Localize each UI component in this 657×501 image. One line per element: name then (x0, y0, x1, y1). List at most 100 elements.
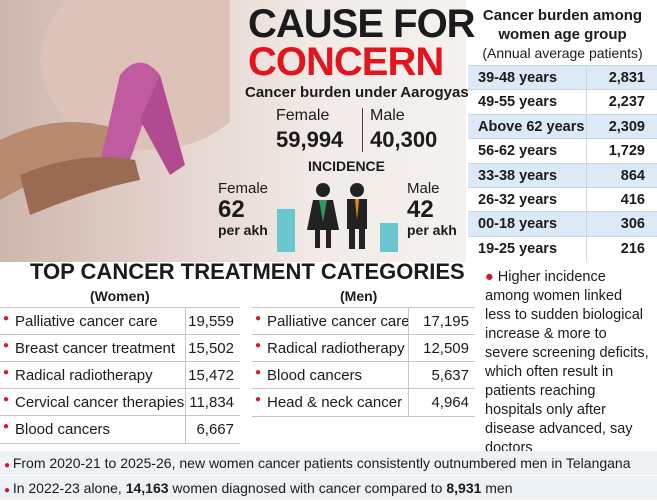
divider (185, 416, 186, 443)
age-row: 19-25 years 216 (468, 235, 657, 262)
age-group: 39-48 years (478, 70, 558, 86)
bullet: ● (255, 340, 262, 351)
ribbon-illustration (0, 0, 230, 215)
note-box: ● Higher incidence among women linked le… (485, 269, 649, 456)
divider (185, 308, 186, 335)
footer-text: In 2022-23 alone, (12, 480, 126, 496)
divider (586, 90, 587, 115)
category-count: 6,667 (196, 421, 234, 438)
category-name: Breast cancer treatment (15, 340, 176, 357)
bullet: ● (3, 313, 10, 324)
divider (408, 389, 409, 416)
category-count: 12,509 (423, 340, 469, 357)
divider (408, 308, 409, 335)
category-row: ● Blood cancers 5,637 (252, 361, 475, 389)
footer-text: From 2020-21 to 2025-26, new women cance… (12, 455, 631, 471)
people-icon (307, 183, 367, 249)
footer-line: ● In 2022-23 alone, 14,163 women diagnos… (0, 476, 657, 500)
title-line2: CONCERN (248, 40, 444, 84)
age-row: 33-38 years 864 (468, 162, 657, 188)
age-group: 49-55 years (478, 94, 558, 111)
age-count: 306 (620, 216, 645, 233)
bullet: ● (3, 421, 10, 432)
bullet: ● (255, 394, 262, 405)
subtitle: Cancer burden under Aarogyasri (245, 84, 479, 101)
age-count: 1,729 (608, 143, 645, 160)
category-count: 15,502 (188, 340, 234, 357)
bullet: ● (3, 367, 10, 378)
female-incidence-label: Female (218, 180, 269, 197)
male-incidence-bar (380, 222, 398, 252)
age-table-header: Cancer burden among women age group (Ann… (468, 0, 657, 64)
category-row: ● Blood cancers 6,667 (0, 415, 240, 444)
age-count: 864 (620, 167, 645, 184)
age-group: 26-32 years (478, 192, 558, 208)
age-group: 33-38 years (478, 167, 558, 184)
category-count: 17,195 (423, 313, 469, 330)
age-table-subtitle: (Annual average patients) (482, 45, 643, 61)
female-total: 59,994 (276, 127, 344, 152)
category-name: Palliative cancer care (267, 313, 410, 330)
divider (408, 335, 409, 362)
age-table-title: Cancer burden among women age group (482, 7, 643, 43)
categories-title: TOP CANCER TREATMENT CATEGORIES (30, 259, 465, 284)
category-count: 19,559 (188, 313, 234, 330)
bullet: ● (4, 460, 13, 471)
divider (408, 362, 409, 389)
male-incidence-value: 42 (407, 196, 434, 223)
category-count: 11,834 (189, 394, 234, 411)
footer-text: 14,163 (125, 480, 169, 496)
bullet: ● (255, 367, 262, 378)
age-count: 416 (620, 192, 645, 208)
age-count: 2,831 (608, 70, 645, 86)
bullet: ● (255, 313, 262, 324)
footer-line: ● From 2020-21 to 2025-26, new women can… (0, 451, 657, 475)
divider (586, 236, 587, 262)
category-count: 15,472 (188, 367, 234, 384)
category-row: ● Palliative cancer care 17,195 (252, 307, 475, 335)
male-total: 40,300 (370, 127, 438, 152)
age-group: Above 62 years (478, 118, 585, 135)
bullet: ● (3, 340, 10, 351)
category-row: ● Palliative cancer care 19,559 (0, 307, 240, 335)
age-row: 49-55 years 2,237 (468, 89, 657, 115)
category-row: ● Cervical cancer therapies 11,834 (0, 388, 240, 416)
male-incidence-unit: per akh (407, 222, 457, 238)
divider (586, 212, 587, 237)
women-title: (Women) (90, 288, 150, 304)
female-incidence-bar (277, 208, 295, 252)
category-count: 5,637 (431, 367, 469, 384)
footer-text: women diagnosed with cancer compared to (168, 480, 447, 496)
age-group: 56-62 years (478, 143, 558, 160)
category-name: Radical radiotherapy (15, 367, 153, 384)
age-group: 00-18 years (478, 216, 558, 233)
category-name: Head & neck cancer (267, 394, 403, 411)
note: Higher incidence among women linked less… (485, 269, 649, 456)
incidence-title: INCIDENCE (308, 158, 386, 174)
category-row: ● Head & neck cancer 4,964 (252, 388, 475, 417)
age-group: 19-25 years (478, 240, 558, 257)
category-name: Radical radiotherapy (267, 340, 405, 357)
divider (586, 163, 587, 188)
female-incidence-unit: per akh (218, 222, 268, 238)
age-row: 00-18 years 306 (468, 211, 657, 237)
bullet: ● (3, 394, 10, 405)
title-line1: CAUSE FOR (248, 2, 476, 46)
category-name: Palliative cancer care (15, 313, 158, 330)
age-row: 26-32 years 416 (468, 187, 657, 213)
category-name: Cervical cancer therapies (15, 394, 185, 411)
age-row: 56-62 years 1,729 (468, 138, 657, 164)
male-incidence-label: Male (407, 180, 440, 197)
age-count: 2,309 (608, 118, 645, 135)
footer-text: men (481, 480, 513, 496)
divider (586, 139, 587, 164)
category-count: 4,964 (431, 394, 469, 411)
divider (586, 66, 587, 91)
men-title: (Men) (340, 288, 378, 304)
divider (586, 188, 587, 213)
bullet: ● (4, 485, 13, 496)
divider (362, 108, 363, 152)
category-name: Blood cancers (267, 367, 363, 384)
age-count: 216 (620, 240, 645, 257)
